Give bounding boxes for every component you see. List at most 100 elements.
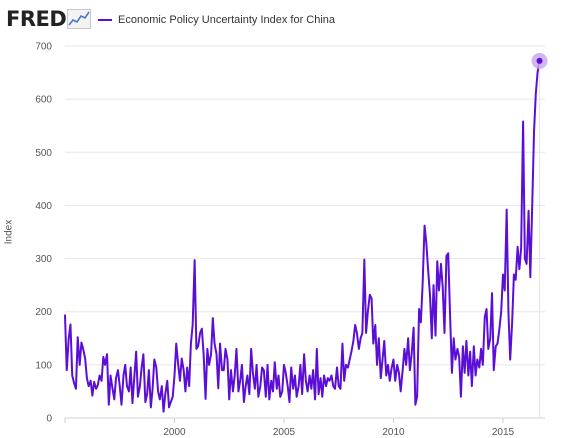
data-point	[73, 382, 75, 385]
data-point	[482, 364, 484, 366]
data-point	[80, 341, 83, 344]
data-point	[71, 374, 73, 377]
data-point	[177, 364, 179, 366]
data-point	[195, 348, 197, 350]
data-point	[524, 257, 526, 260]
data-point	[473, 345, 475, 347]
data-point	[82, 348, 84, 350]
data-point	[350, 350, 353, 353]
data-point	[396, 364, 398, 366]
data-point	[480, 348, 482, 350]
data-point	[378, 337, 380, 339]
data-point	[221, 369, 223, 371]
data-point	[204, 398, 207, 400]
data-point	[502, 273, 504, 276]
data-point	[372, 343, 374, 345]
data-point	[443, 332, 446, 334]
data-point	[86, 377, 88, 379]
data-point	[268, 398, 270, 400]
data-point	[219, 343, 221, 345]
data-point	[243, 401, 245, 403]
data-point	[257, 396, 259, 398]
y-tick-label: 700	[35, 42, 52, 53]
data-point	[122, 374, 125, 377]
data-point	[281, 390, 283, 393]
fred-logo[interactable]: FRED	[6, 7, 67, 31]
data-point	[500, 311, 502, 313]
data-point	[212, 317, 214, 319]
data-point	[106, 353, 108, 355]
data-point	[210, 353, 212, 355]
data-point	[144, 401, 146, 403]
data-point	[447, 252, 449, 254]
data-point	[332, 385, 334, 387]
data-point	[162, 411, 165, 413]
data-point	[68, 337, 70, 339]
data-point	[192, 324, 194, 326]
data-point	[69, 323, 72, 326]
data-point	[402, 369, 404, 371]
data-point	[316, 348, 318, 350]
data-point	[394, 380, 396, 382]
data-point	[493, 369, 495, 371]
data-point	[215, 353, 218, 355]
data-point	[334, 388, 336, 390]
data-point	[325, 385, 327, 387]
data-point	[126, 385, 128, 387]
data-point	[287, 385, 289, 387]
data-point	[449, 311, 451, 313]
data-point	[290, 366, 292, 369]
data-point	[206, 348, 208, 350]
data-point	[95, 388, 97, 390]
data-point	[456, 348, 459, 350]
data-point	[336, 366, 338, 369]
data-point	[535, 93, 537, 95]
data-point	[491, 292, 493, 294]
data-point	[199, 332, 201, 334]
data-point	[440, 263, 442, 265]
data-point	[84, 357, 86, 360]
data-point	[283, 364, 285, 366]
data-point	[453, 337, 455, 339]
data-point	[400, 390, 402, 393]
grid-lines	[65, 45, 545, 419]
data-point	[489, 337, 491, 339]
data-point	[272, 390, 274, 393]
data-point	[411, 353, 413, 355]
legend[interactable]: Economic Policy Uncertainty Index for Ch…	[98, 14, 335, 26]
data-point	[285, 372, 287, 374]
data-point	[117, 369, 119, 371]
data-point	[341, 343, 344, 345]
data-point	[381, 358, 384, 361]
data-point	[153, 358, 155, 361]
data-point	[224, 348, 227, 350]
data-point	[391, 366, 393, 369]
data-point	[513, 273, 515, 276]
data-point	[451, 372, 453, 374]
data-point	[536, 71, 539, 74]
endpoint-marker[interactable]	[536, 57, 543, 64]
data-point	[188, 385, 190, 387]
data-point	[338, 385, 340, 387]
y-tick-label: 200	[35, 307, 52, 318]
series-line[interactable]	[64, 59, 541, 413]
data-point	[146, 393, 148, 395]
data-point	[230, 369, 232, 371]
data-point	[517, 246, 519, 248]
data-point	[135, 350, 137, 353]
legend-label: Economic Policy Uncertainty Index for Ch…	[118, 14, 336, 26]
data-point	[148, 369, 150, 371]
data-point	[301, 393, 303, 395]
chart-header: FRED Economic Policy Uncertainty Index f…	[0, 0, 571, 40]
data-point	[356, 332, 358, 334]
data-point	[533, 130, 535, 132]
data-point	[319, 377, 322, 379]
data-point	[460, 396, 462, 398]
x-tick-label: 2000	[163, 427, 186, 438]
data-point	[398, 372, 400, 374]
data-point	[270, 380, 272, 382]
data-point	[168, 406, 170, 408]
data-point	[432, 284, 435, 286]
data-point	[484, 316, 486, 318]
data-point	[151, 388, 154, 390]
